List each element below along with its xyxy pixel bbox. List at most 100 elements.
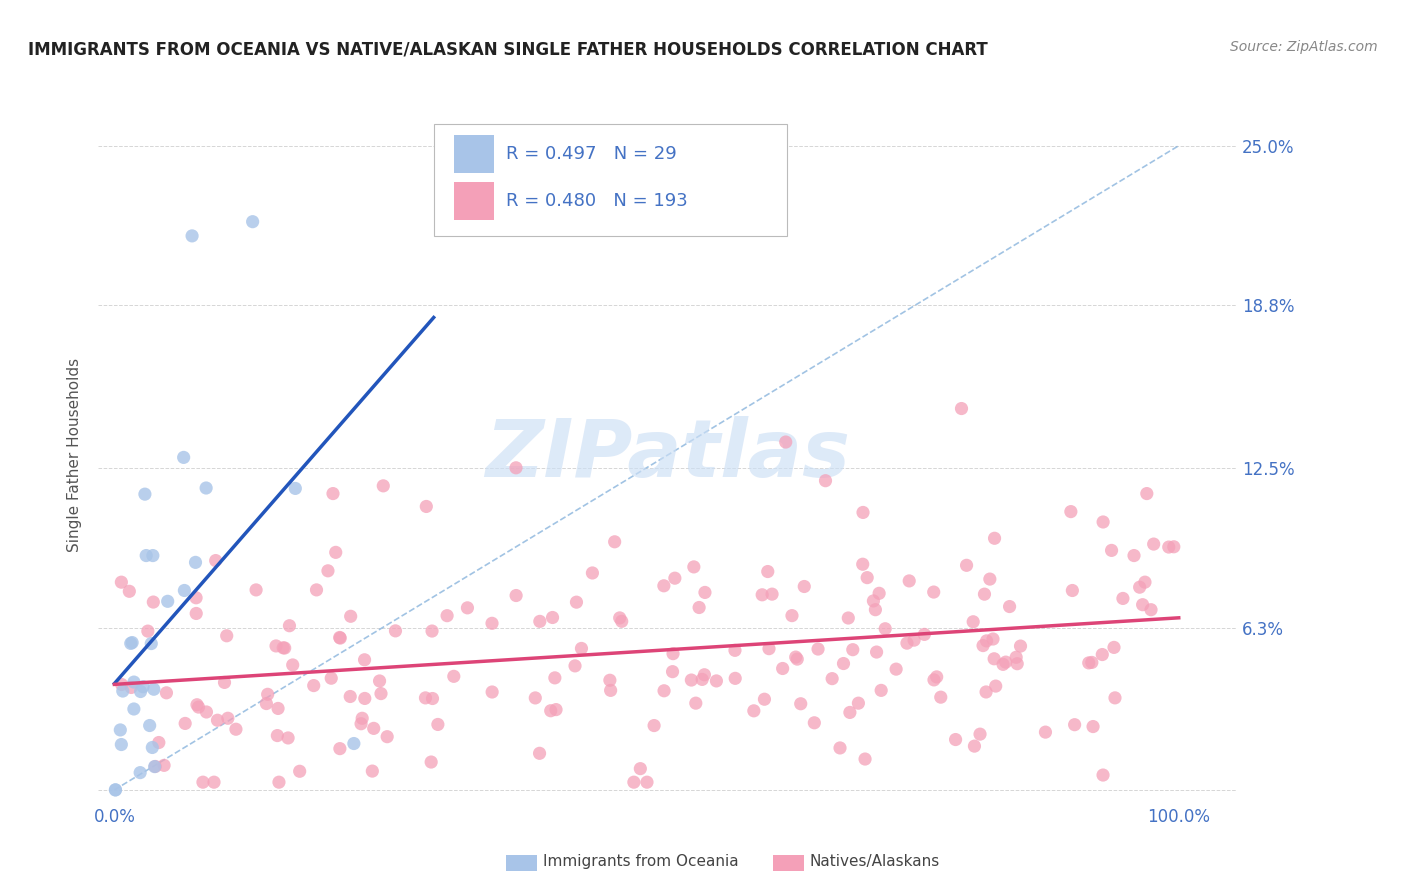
Point bbox=[898, 574, 921, 588]
Point bbox=[1157, 540, 1180, 554]
Point bbox=[544, 703, 567, 717]
Point bbox=[132, 680, 155, 694]
Point bbox=[111, 677, 134, 691]
Point bbox=[1092, 768, 1115, 782]
Bar bbox=[454, 136, 494, 173]
Point bbox=[143, 759, 166, 773]
Point bbox=[685, 696, 707, 710]
Point bbox=[856, 571, 879, 585]
Point bbox=[1010, 639, 1032, 653]
Point bbox=[661, 665, 683, 679]
Point bbox=[541, 610, 564, 624]
Point bbox=[343, 737, 366, 751]
Point bbox=[110, 575, 132, 590]
Point bbox=[142, 682, 165, 697]
Point bbox=[609, 611, 631, 625]
Point bbox=[693, 667, 716, 681]
Point bbox=[142, 549, 165, 563]
Point bbox=[1143, 537, 1166, 551]
Point bbox=[652, 579, 675, 593]
Point bbox=[912, 627, 935, 641]
Point bbox=[838, 706, 860, 720]
Point bbox=[756, 565, 779, 579]
Point bbox=[1129, 580, 1152, 594]
Point bbox=[187, 700, 209, 714]
Point bbox=[184, 591, 207, 605]
Point bbox=[352, 711, 374, 725]
Point bbox=[884, 662, 907, 676]
Point bbox=[984, 679, 1007, 693]
Point bbox=[271, 640, 294, 655]
Point bbox=[998, 599, 1021, 614]
Point bbox=[329, 631, 352, 645]
Point bbox=[564, 658, 586, 673]
Point bbox=[973, 587, 995, 601]
Point bbox=[922, 585, 945, 599]
Point bbox=[278, 618, 301, 632]
Point bbox=[976, 633, 998, 648]
Text: R = 0.497   N = 29: R = 0.497 N = 29 bbox=[506, 145, 676, 163]
Point bbox=[267, 775, 290, 789]
Point bbox=[681, 673, 703, 687]
Point bbox=[974, 685, 997, 699]
Point bbox=[173, 583, 195, 598]
Point bbox=[603, 534, 626, 549]
Point bbox=[186, 698, 208, 712]
Point bbox=[1133, 575, 1156, 590]
Point bbox=[1081, 720, 1104, 734]
Point bbox=[155, 686, 177, 700]
Point bbox=[138, 718, 160, 732]
Point bbox=[1035, 725, 1057, 739]
Point bbox=[853, 752, 876, 766]
Point bbox=[786, 652, 808, 666]
Point bbox=[742, 704, 765, 718]
Point bbox=[242, 215, 264, 229]
Point bbox=[284, 482, 307, 496]
Point bbox=[1091, 648, 1114, 662]
Point bbox=[983, 531, 1005, 545]
Point bbox=[599, 683, 621, 698]
Point bbox=[120, 636, 142, 650]
Point bbox=[1092, 515, 1115, 529]
Point bbox=[529, 615, 551, 629]
Point bbox=[122, 675, 145, 690]
Text: ZIPatlas: ZIPatlas bbox=[485, 416, 851, 494]
Point bbox=[339, 690, 361, 704]
Point bbox=[350, 716, 373, 731]
Point bbox=[1077, 656, 1099, 670]
Point bbox=[329, 741, 352, 756]
Point bbox=[104, 782, 127, 797]
Point bbox=[363, 722, 385, 736]
Point bbox=[754, 692, 776, 706]
Point bbox=[623, 775, 645, 789]
Point bbox=[118, 584, 141, 599]
Point bbox=[384, 624, 406, 638]
Point bbox=[803, 715, 825, 730]
Text: Natives/Alaskans: Natives/Alaskans bbox=[810, 855, 941, 869]
Point bbox=[264, 639, 287, 653]
Point bbox=[761, 587, 783, 601]
Point bbox=[790, 697, 813, 711]
Point bbox=[136, 624, 159, 639]
Point bbox=[832, 657, 855, 671]
Point bbox=[191, 775, 214, 789]
Point bbox=[1005, 657, 1028, 671]
Point bbox=[636, 775, 658, 789]
Point bbox=[142, 595, 165, 609]
Point bbox=[184, 555, 207, 569]
Point bbox=[865, 603, 887, 617]
Point bbox=[134, 487, 156, 501]
Point bbox=[110, 738, 132, 752]
Point bbox=[322, 486, 344, 500]
Point bbox=[1136, 486, 1159, 500]
Point bbox=[1163, 540, 1185, 554]
Point bbox=[903, 633, 925, 648]
Point bbox=[415, 690, 437, 705]
Point bbox=[1081, 656, 1104, 670]
Point bbox=[868, 586, 890, 600]
Point bbox=[664, 571, 686, 585]
Point bbox=[662, 647, 685, 661]
Point bbox=[1101, 543, 1123, 558]
Point bbox=[156, 594, 179, 608]
Point bbox=[862, 594, 884, 608]
